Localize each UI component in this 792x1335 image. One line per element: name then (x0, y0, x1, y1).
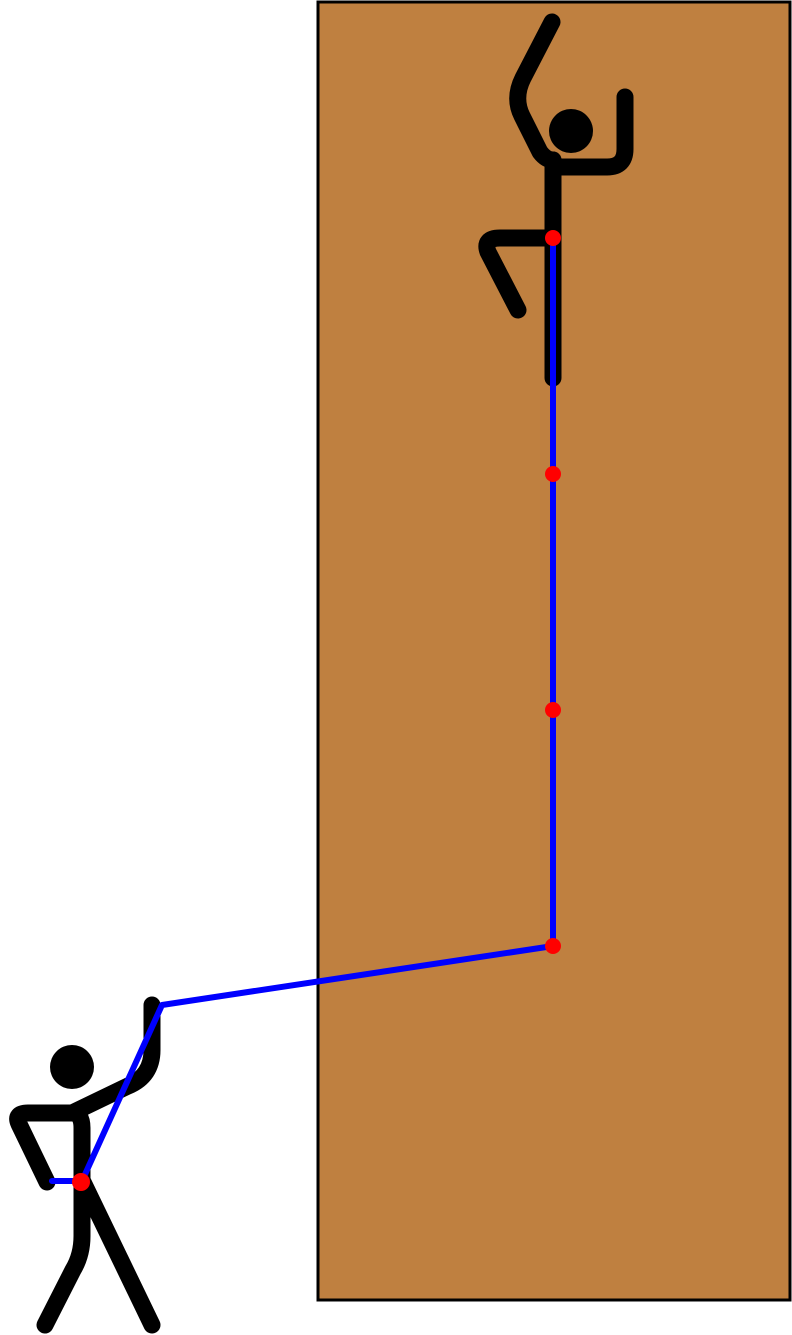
protection-point (545, 938, 561, 954)
belayer-right-leg (73, 1171, 161, 1334)
belayer-left-arm (9, 1104, 81, 1191)
belay-point (72, 1173, 90, 1191)
rope-points (72, 230, 561, 1191)
climber-right-arm (544, 88, 634, 176)
climber-head (549, 109, 593, 153)
belayer-head (50, 1045, 94, 1089)
protection-point (545, 230, 561, 246)
belayer-figure (9, 996, 161, 1334)
climber-left-leg (478, 229, 562, 319)
belayer-torso (36, 1104, 91, 1334)
protection-point (545, 466, 561, 482)
protection-point (545, 702, 561, 718)
